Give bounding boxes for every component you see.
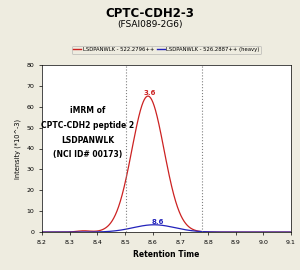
- Text: (NCI ID# 00173): (NCI ID# 00173): [53, 150, 122, 159]
- Text: CPTC-CDH2-3: CPTC-CDH2-3: [106, 7, 194, 20]
- X-axis label: Retention Time: Retention Time: [133, 250, 200, 259]
- Text: 8.6: 8.6: [152, 219, 164, 225]
- Text: 3.6: 3.6: [143, 90, 155, 96]
- Text: LSDPANWLK: LSDPANWLK: [61, 136, 114, 145]
- Text: iMRM of: iMRM of: [70, 106, 105, 115]
- Text: CPTC-CDH2 peptide 2: CPTC-CDH2 peptide 2: [41, 121, 134, 130]
- Y-axis label: Intensity (*10^-3): Intensity (*10^-3): [14, 119, 21, 178]
- Legend: LSDPANWLK - 522.2796++, LSDPANWLK - 526.2887++ (heavy): LSDPANWLK - 522.2796++, LSDPANWLK - 526.…: [72, 46, 261, 54]
- Text: (FSAI089-2G6): (FSAI089-2G6): [117, 20, 183, 29]
